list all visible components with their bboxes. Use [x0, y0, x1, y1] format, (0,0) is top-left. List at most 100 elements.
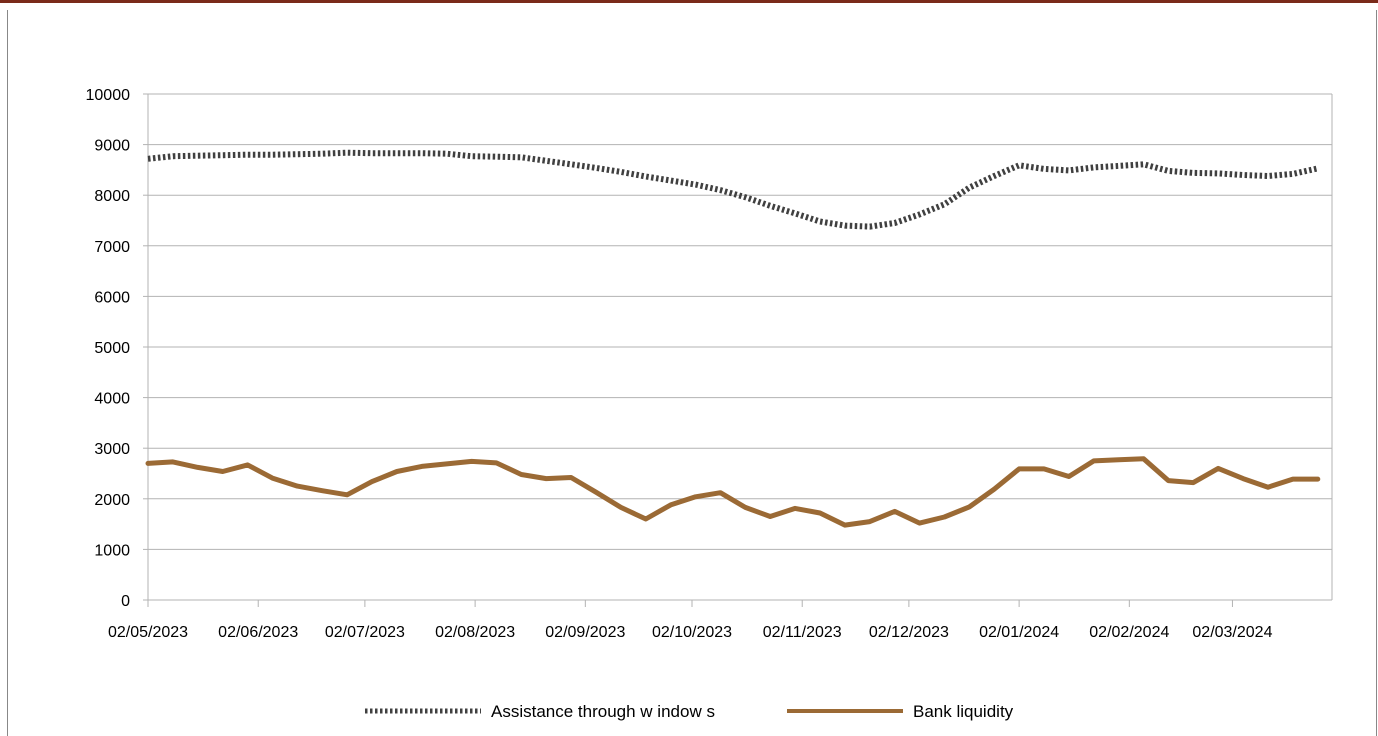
data-point — [670, 504, 671, 505]
y-tick-label: 10000 — [86, 87, 131, 104]
data-point — [322, 153, 323, 154]
y-tick-label: 3000 — [94, 441, 130, 458]
data-point — [770, 516, 771, 517]
data-point — [869, 226, 870, 227]
x-tick-label: 02/01/2024 — [979, 624, 1059, 641]
data-point — [1118, 459, 1119, 460]
data-point — [620, 171, 621, 172]
data-point — [421, 153, 422, 154]
data-point — [1243, 478, 1244, 479]
data-point — [272, 154, 273, 155]
data-point — [197, 467, 198, 468]
data-point — [1243, 174, 1244, 175]
data-point — [819, 221, 820, 222]
data-point — [247, 154, 248, 155]
chart-frame — [7, 10, 1377, 736]
data-point — [944, 204, 945, 205]
x-tick-label: 02/03/2024 — [1192, 624, 1272, 641]
data-point — [695, 496, 696, 497]
series-lines — [145, 149, 1321, 528]
data-point — [994, 175, 995, 176]
data-point — [795, 213, 796, 214]
data-point — [1019, 165, 1020, 166]
data-point — [571, 477, 572, 478]
legend-label-bank-liquidity: Bank liquidity — [913, 702, 1014, 721]
data-point — [1143, 458, 1144, 459]
x-tick-label: 02/08/2023 — [435, 624, 515, 641]
data-point — [1218, 468, 1219, 469]
y-tick-label: 6000 — [94, 289, 130, 306]
y-tick-label: 5000 — [94, 340, 130, 357]
data-point — [894, 511, 895, 512]
data-point — [944, 516, 945, 517]
data-point — [1143, 164, 1144, 165]
data-point — [1218, 173, 1219, 174]
x-tick-label: 02/07/2023 — [325, 624, 405, 641]
data-point — [1118, 165, 1119, 166]
data-point — [371, 153, 372, 154]
data-point — [795, 508, 796, 509]
data-point — [347, 152, 348, 153]
data-point — [471, 461, 472, 462]
data-point — [994, 489, 995, 490]
data-point — [521, 474, 522, 475]
data-point — [745, 507, 746, 508]
data-point — [844, 225, 845, 226]
x-axis-tick-labels: 02/05/2023 02/06/2023 02/07/2023 02/08/2023… — [108, 624, 1273, 641]
data-point — [1093, 167, 1094, 168]
gridlines — [148, 93, 1332, 550]
top-border-rule — [0, 0, 1378, 3]
data-point — [396, 471, 397, 472]
x-tick-label: 02/02/2024 — [1089, 624, 1169, 641]
data-point — [919, 523, 920, 524]
data-point — [371, 481, 372, 482]
data-point — [1019, 468, 1020, 469]
data-point — [1168, 170, 1169, 171]
data-point — [546, 160, 547, 161]
legend: Assistance through w indow s Bank liquidi… — [365, 702, 1014, 721]
data-point — [1292, 479, 1293, 480]
data-point — [969, 187, 970, 188]
x-tick-label: 02/10/2023 — [652, 624, 732, 641]
data-point — [1317, 168, 1318, 169]
data-point — [919, 214, 920, 215]
data-point — [1193, 482, 1194, 483]
x-tick-label: 02/12/2023 — [869, 624, 949, 641]
data-point — [172, 461, 173, 462]
data-point — [894, 222, 895, 223]
data-point — [421, 466, 422, 467]
data-point — [272, 478, 273, 479]
data-point — [1168, 480, 1169, 481]
x-tick-label: 02/11/2023 — [763, 624, 842, 641]
data-point — [844, 525, 845, 526]
data-point — [869, 521, 870, 522]
data-point — [1292, 173, 1293, 174]
data-point — [222, 471, 223, 472]
data-point — [396, 153, 397, 154]
data-point — [1043, 468, 1044, 469]
data-point — [446, 463, 447, 464]
data-point — [347, 494, 348, 495]
data-point — [1193, 172, 1194, 173]
data-point — [720, 492, 721, 493]
data-point — [695, 184, 696, 185]
data-point — [496, 156, 497, 157]
data-point — [819, 512, 820, 513]
data-point — [720, 190, 721, 191]
data-point — [670, 180, 671, 181]
data-point — [1068, 170, 1069, 171]
y-tick-label: 0 — [121, 593, 130, 610]
x-tick-label: 02/05/2023 — [108, 624, 188, 641]
data-point — [645, 518, 646, 519]
data-point — [571, 164, 572, 165]
x-tick-label: 02/06/2023 — [218, 624, 298, 641]
legend-label-assistance: Assistance through w indow s — [491, 702, 715, 721]
data-point — [222, 155, 223, 156]
data-point — [521, 157, 522, 158]
x-tick-label: 02/09/2023 — [545, 624, 625, 641]
y-axis-tick-labels: 0 1000 2000 3000 4000 5000 6000 7000 8000 9000 100… — [86, 87, 131, 610]
data-point — [645, 176, 646, 177]
data-point — [297, 486, 298, 487]
data-point — [546, 478, 547, 479]
